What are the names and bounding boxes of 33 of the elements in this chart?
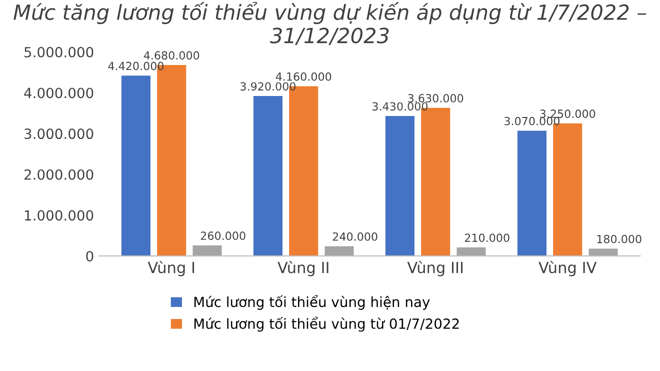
data-label: 4.680.000 (144, 51, 200, 60)
bar (588, 248, 618, 256)
x-tick-label: Vùng III (407, 260, 463, 276)
data-label: 4.160.000 (276, 72, 332, 81)
data-label: 3.920.000 (240, 82, 296, 91)
y-tick-label: 5.000.000 (24, 46, 94, 58)
x-tick-label: Vùng II (278, 260, 328, 276)
data-label: 240.000 (332, 232, 378, 241)
y-tick-label: 4.000.000 (24, 88, 94, 98)
data-label: 3.070.000 (504, 116, 560, 126)
data-label: 3.430.000 (372, 102, 428, 111)
bar (456, 247, 486, 256)
data-label: 210.000 (464, 234, 510, 242)
y-tick-label: 0 (86, 250, 94, 262)
y-tick-label: 1.000.000 (24, 210, 94, 221)
data-label: 3.250.000 (540, 110, 596, 118)
y-tick-label: 2.000.000 (24, 169, 94, 180)
x-tick-label: Vùng I (148, 260, 194, 276)
legend-label: Mức lương tối thiểu vùng hiện nay (194, 295, 430, 310)
bar (253, 96, 282, 256)
data-label: 180.000 (597, 234, 642, 244)
data-label: 4.420.000 (108, 62, 164, 70)
x-tick-label: Vùng IV (538, 260, 597, 276)
bar (121, 76, 150, 256)
legend-label: Mức lương tối thiểu vùng từ 01/7/2022 (194, 316, 459, 332)
bar (324, 246, 354, 256)
data-label: 260.000 (200, 232, 246, 240)
bar (385, 116, 414, 256)
data-label: 3.630.000 (408, 94, 464, 102)
y-tick-label: 3.000.000 (24, 128, 94, 140)
bar (517, 130, 546, 256)
bar (192, 245, 222, 256)
chart-title: Mức tăng lương tối thiểu vùng dự kiến áp dụng từ 1/7/2022 – 31/12/2023 (14, 2, 646, 46)
